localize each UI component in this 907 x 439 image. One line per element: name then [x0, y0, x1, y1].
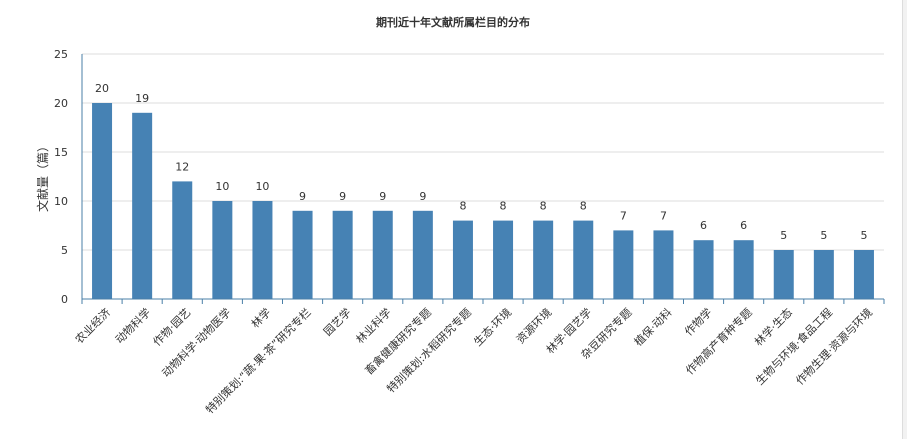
data-label: 8 [500, 200, 507, 213]
data-label: 5 [820, 229, 827, 242]
x-tick-label: 农业经济 [72, 305, 113, 346]
bar[interactable] [452, 220, 473, 299]
x-tick-label: 生物与环境·食品工程 [753, 305, 835, 387]
x-tick-label: 生态·环境 [471, 305, 514, 348]
bar[interactable] [493, 220, 514, 299]
x-tick-label: 林学 [248, 305, 273, 330]
data-label: 10 [255, 180, 269, 193]
bar[interactable] [132, 112, 153, 299]
data-label: 19 [135, 92, 149, 105]
data-label: 7 [620, 209, 627, 222]
bar[interactable] [332, 210, 353, 299]
data-label: 5 [780, 229, 787, 242]
data-label: 7 [660, 209, 667, 222]
y-axis-title: 文献量（篇） [35, 140, 50, 212]
bar[interactable] [533, 220, 554, 299]
y-tick-label: 0 [61, 293, 68, 306]
x-tick-label: 动物科学·动物医学 [159, 305, 234, 380]
data-label: 6 [740, 219, 747, 232]
scrollbar-track[interactable] [902, 0, 907, 439]
x-tick-label: 动物科学 [112, 305, 153, 346]
bar[interactable] [252, 201, 273, 299]
bar[interactable] [292, 210, 313, 299]
bar[interactable] [92, 103, 113, 299]
x-tick-label: 作物高产育种专题 [683, 305, 755, 377]
bar[interactable] [813, 250, 834, 299]
gridlines [82, 53, 884, 251]
data-label: 8 [540, 200, 547, 213]
x-tick-label: 畜禽健康研究专题 [362, 305, 434, 377]
bar[interactable] [573, 220, 594, 299]
data-label: 12 [175, 160, 189, 173]
bar[interactable] [172, 181, 193, 299]
x-tick-label: 植保·动科 [631, 305, 674, 348]
bar[interactable] [693, 240, 714, 299]
y-tick-label: 25 [54, 48, 68, 61]
y-tick-label: 20 [54, 97, 68, 110]
x-tick-label: 作物生理·资源与环境 [793, 305, 875, 387]
data-label: 8 [580, 200, 587, 213]
bar[interactable] [613, 230, 634, 299]
bar[interactable] [853, 250, 874, 299]
y-tick-label: 15 [54, 146, 68, 159]
x-tick-label: 资源环境 [513, 305, 554, 346]
axes [81, 54, 885, 304]
x-tick-label: 园艺学 [321, 305, 354, 338]
bar[interactable] [773, 250, 794, 299]
bar[interactable] [372, 210, 393, 299]
data-label: 5 [860, 229, 867, 242]
bars [92, 103, 874, 299]
y-tick-label: 10 [54, 195, 68, 208]
chart-title: 期刊近十年文献所属栏目的分布 [376, 15, 530, 29]
data-labels: 20 19 12 10 10 9 9 9 9 8 8 8 8 7 7 6 6 5 5 5 [95, 82, 867, 242]
data-label: 9 [419, 190, 426, 203]
data-label: 10 [215, 180, 229, 193]
data-label: 9 [379, 190, 386, 203]
bar[interactable] [412, 210, 433, 299]
data-label: 9 [299, 190, 306, 203]
bar[interactable] [212, 201, 233, 299]
data-label: 8 [459, 200, 466, 213]
x-tick-label: 作物学 [681, 305, 714, 338]
data-label: 20 [95, 82, 109, 95]
x-tick-label: 林业科学 [353, 305, 394, 346]
data-label: 6 [700, 219, 707, 232]
y-tick-label: 5 [61, 244, 68, 257]
data-label: 9 [339, 190, 346, 203]
bar[interactable] [653, 230, 674, 299]
bar[interactable] [733, 240, 754, 299]
